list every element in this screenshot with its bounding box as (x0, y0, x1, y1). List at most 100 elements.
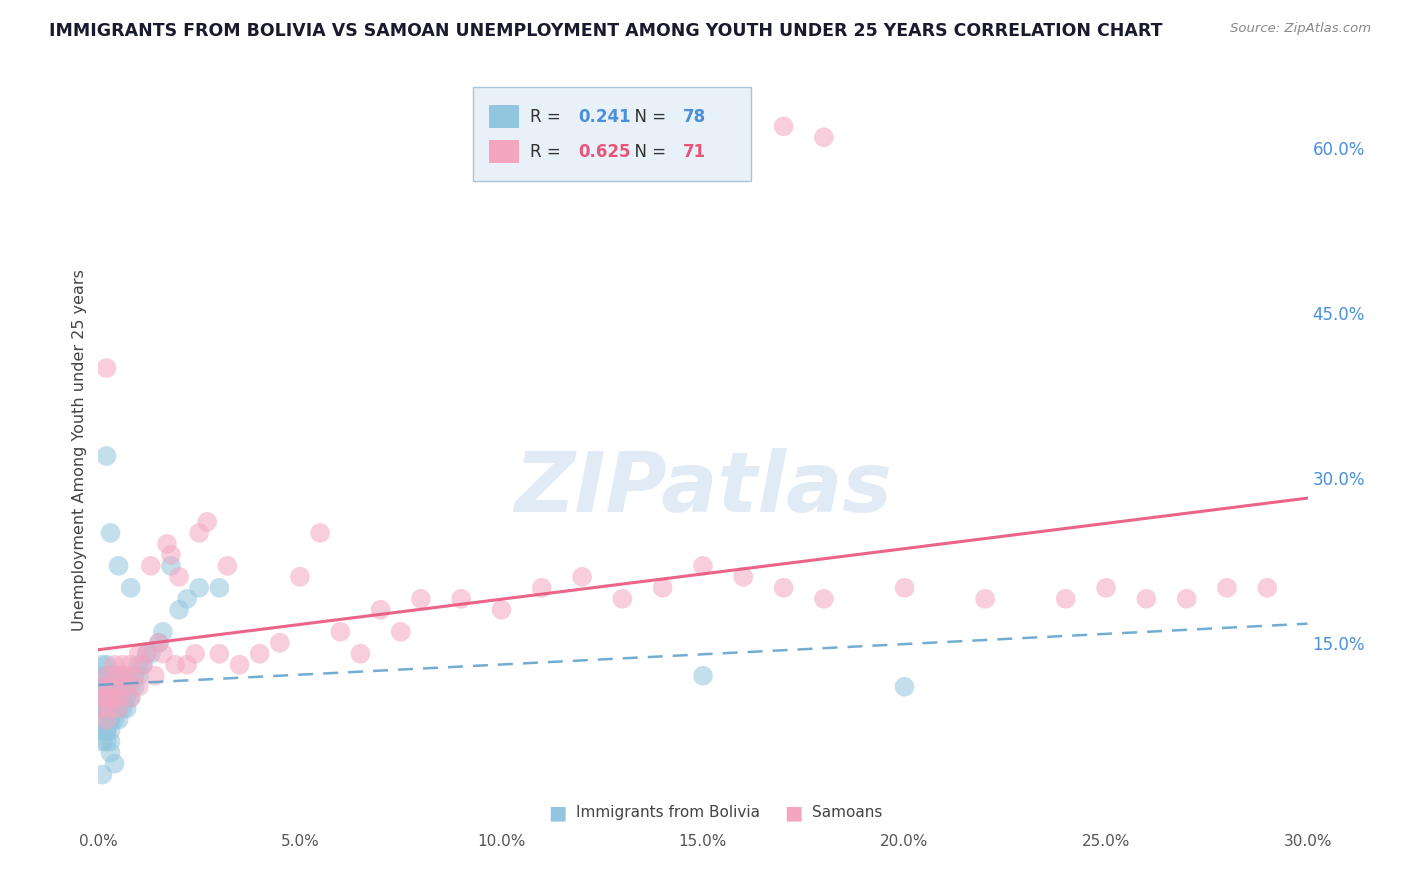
Point (124, 669, 146, 683)
Point (91, 734, 114, 748)
Point (124, 669, 146, 683)
Point (100, 701, 122, 715)
Text: ■: ■ (548, 804, 567, 822)
Point (651, 581, 673, 595)
Point (96, 701, 118, 715)
Text: ZIPatlas: ZIPatlas (515, 448, 891, 529)
Point (893, 581, 915, 595)
Point (120, 690, 142, 705)
Point (249, 647, 271, 661)
Text: IMMIGRANTS FROM BOLIVIA VS SAMOAN UNEMPLOYMENT AMONG YOUTH UNDER 25 YEARS CORREL: IMMIGRANTS FROM BOLIVIA VS SAMOAN UNEMPL… (49, 22, 1163, 40)
Point (111, 657, 134, 672)
Point (160, 558, 183, 573)
Point (100, 701, 122, 715)
Point (107, 713, 129, 727)
Point (100, 680, 122, 694)
Point (91, 690, 114, 705)
Point (100, 669, 122, 683)
Text: Samoans: Samoans (811, 805, 882, 821)
Bar (489, 140, 519, 163)
Point (91, 669, 114, 683)
Point (152, 624, 174, 639)
Point (148, 636, 170, 650)
Point (107, 690, 129, 705)
Point (91, 701, 114, 715)
Text: ■: ■ (785, 804, 803, 822)
Point (1135, 591, 1157, 606)
Point (309, 525, 332, 540)
Point (128, 680, 150, 694)
Point (217, 558, 239, 573)
Point (120, 657, 142, 672)
Point (103, 713, 125, 727)
Point (184, 647, 207, 661)
Text: R =: R = (530, 108, 567, 126)
Point (96, 723, 118, 738)
Point (100, 723, 122, 738)
Point (96, 713, 118, 727)
Point (91, 767, 114, 781)
Text: R =: R = (530, 143, 567, 161)
Point (107, 701, 129, 715)
Point (96, 449, 118, 463)
Point (91, 690, 114, 705)
Point (96, 690, 118, 705)
Point (349, 647, 371, 661)
Point (103, 657, 125, 672)
Point (156, 537, 179, 551)
Point (1095, 581, 1118, 595)
Point (571, 570, 593, 584)
Point (96, 669, 118, 683)
Point (103, 669, 125, 683)
Point (120, 680, 142, 694)
Point (288, 570, 311, 584)
Point (100, 690, 122, 705)
Point (107, 701, 129, 715)
Point (128, 647, 150, 661)
Point (103, 701, 125, 715)
Point (96, 680, 118, 694)
Text: 0.625: 0.625 (578, 143, 631, 161)
Point (103, 756, 125, 771)
Point (96, 723, 118, 738)
Point (152, 647, 174, 661)
Point (96, 657, 118, 672)
Point (100, 525, 122, 540)
Point (91, 680, 114, 694)
Point (96, 713, 118, 727)
Point (148, 636, 170, 650)
Point (100, 690, 122, 705)
Point (1256, 581, 1278, 595)
Y-axis label: Unemployment Among Youth under 25 years: Unemployment Among Youth under 25 years (72, 269, 87, 632)
Point (813, 591, 835, 606)
Point (188, 581, 211, 595)
Point (103, 669, 125, 683)
Point (813, 130, 835, 145)
Point (100, 734, 122, 748)
Point (107, 680, 129, 694)
Point (188, 525, 211, 540)
Point (370, 603, 392, 617)
Point (111, 669, 134, 683)
Point (96, 734, 118, 748)
Point (132, 657, 155, 672)
Point (91, 701, 114, 715)
Point (120, 690, 142, 705)
Point (139, 558, 162, 573)
Text: N =: N = (624, 143, 672, 161)
Text: N =: N = (624, 108, 672, 126)
Point (111, 669, 134, 683)
Point (692, 558, 714, 573)
Point (103, 680, 125, 694)
Text: 0.241: 0.241 (578, 108, 631, 126)
Point (1175, 591, 1198, 606)
Point (96, 690, 118, 705)
Point (103, 701, 125, 715)
Point (91, 701, 114, 715)
Text: 78: 78 (682, 108, 706, 126)
Point (228, 657, 250, 672)
Point (107, 680, 129, 694)
Point (135, 647, 157, 661)
Point (195, 515, 218, 529)
Point (128, 669, 150, 683)
